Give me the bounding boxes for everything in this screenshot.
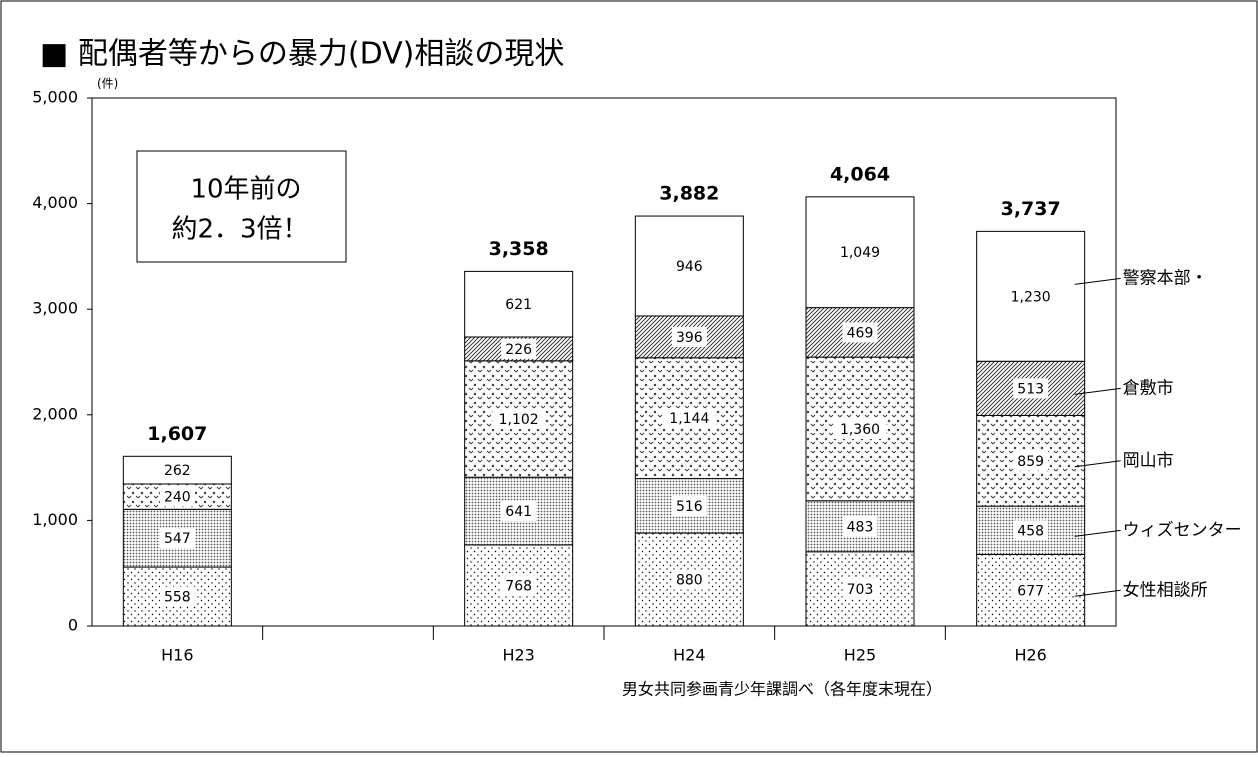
data-label: 262 bbox=[164, 463, 191, 479]
data-label: 1,230 bbox=[1011, 289, 1051, 305]
data-label: 396 bbox=[676, 330, 703, 346]
label-bg bbox=[159, 486, 195, 507]
total-label: 4,064 bbox=[830, 163, 890, 185]
label-bg bbox=[842, 578, 878, 599]
leader-line bbox=[1074, 277, 1121, 285]
label-bg bbox=[159, 460, 195, 481]
legend-label: 岡山市 bbox=[1123, 451, 1174, 471]
y-tick-label: 3,000 bbox=[32, 299, 78, 318]
x-tick-label: H23 bbox=[502, 646, 534, 665]
label-bg bbox=[1013, 520, 1049, 541]
label-bg bbox=[671, 495, 707, 516]
data-label: 768 bbox=[505, 578, 532, 594]
data-label: 469 bbox=[847, 325, 874, 341]
data-label: 641 bbox=[505, 504, 532, 520]
label-bg bbox=[671, 256, 707, 277]
y-tick-label: 2,000 bbox=[32, 404, 78, 423]
x-tick-label: H25 bbox=[844, 646, 876, 665]
data-label: 226 bbox=[505, 342, 532, 358]
label-bg bbox=[671, 326, 707, 347]
data-label: 946 bbox=[676, 259, 703, 275]
label-bg bbox=[1013, 580, 1049, 601]
label-bg bbox=[662, 408, 716, 429]
data-label: 513 bbox=[1017, 381, 1044, 397]
legend-label: 警察本部・ bbox=[1123, 268, 1208, 288]
x-tick-label: H16 bbox=[161, 646, 193, 665]
label-bg bbox=[1004, 286, 1058, 307]
label-bg bbox=[501, 575, 537, 596]
legend-label: 倉敷市 bbox=[1123, 378, 1174, 398]
x-tick-label: H24 bbox=[673, 646, 705, 665]
y-tick-label: 0 bbox=[68, 616, 78, 635]
data-label: 1,102 bbox=[499, 412, 539, 428]
data-label: 1,049 bbox=[840, 245, 880, 261]
data-label: 240 bbox=[164, 490, 191, 506]
total-label: 3,882 bbox=[659, 183, 719, 205]
data-label: 547 bbox=[164, 531, 191, 547]
x-tick-label: H26 bbox=[1014, 646, 1046, 665]
chart-title: ■ 配偶者等からの暴力(DV)相談の現状 bbox=[40, 37, 564, 72]
annotation: 10年前の bbox=[190, 175, 301, 205]
label-bg bbox=[833, 242, 887, 263]
data-label: 677 bbox=[1017, 583, 1044, 599]
data-label: 1,360 bbox=[840, 422, 880, 438]
data-label: 880 bbox=[676, 573, 703, 589]
data-label: 483 bbox=[847, 519, 874, 535]
annotation: 約2．3倍！ bbox=[171, 215, 308, 245]
legend-label: 女性相談所 bbox=[1123, 580, 1208, 600]
leader-line bbox=[1074, 387, 1121, 395]
label-bg bbox=[1013, 450, 1049, 471]
label-bg bbox=[842, 322, 878, 343]
label-bg bbox=[1013, 378, 1049, 399]
y-tick-label: 5,000 bbox=[32, 88, 78, 107]
data-label: 458 bbox=[1017, 523, 1044, 539]
data-label: 516 bbox=[676, 499, 703, 515]
total-label: 3,737 bbox=[1001, 198, 1061, 220]
total-label: 1,607 bbox=[147, 423, 207, 445]
data-label: 1,144 bbox=[669, 411, 709, 427]
data-label: 621 bbox=[505, 297, 532, 313]
label-bg bbox=[159, 586, 195, 607]
legend-label: ウィズセンター bbox=[1123, 520, 1242, 540]
data-label: 703 bbox=[847, 582, 874, 598]
data-label: 558 bbox=[164, 590, 191, 606]
label-bg bbox=[501, 338, 537, 359]
leader-line bbox=[1074, 460, 1121, 468]
label-bg bbox=[671, 569, 707, 590]
label-bg bbox=[159, 528, 195, 549]
label-bg bbox=[501, 501, 537, 522]
y-unit: (件) bbox=[97, 77, 118, 91]
label-bg bbox=[492, 409, 546, 430]
data-label: 859 bbox=[1017, 454, 1044, 470]
label-bg bbox=[833, 418, 887, 439]
label-bg bbox=[842, 516, 878, 537]
leader-line bbox=[1074, 589, 1121, 597]
leader-line bbox=[1074, 529, 1121, 537]
total-label: 3,358 bbox=[489, 238, 549, 260]
y-tick-label: 4,000 bbox=[32, 193, 78, 212]
source: 男女共同参画青少年課調べ（各年度末現在） bbox=[622, 680, 942, 699]
annotation-box bbox=[136, 150, 347, 263]
label-bg bbox=[501, 294, 537, 315]
y-tick-label: 1,000 bbox=[32, 510, 78, 529]
